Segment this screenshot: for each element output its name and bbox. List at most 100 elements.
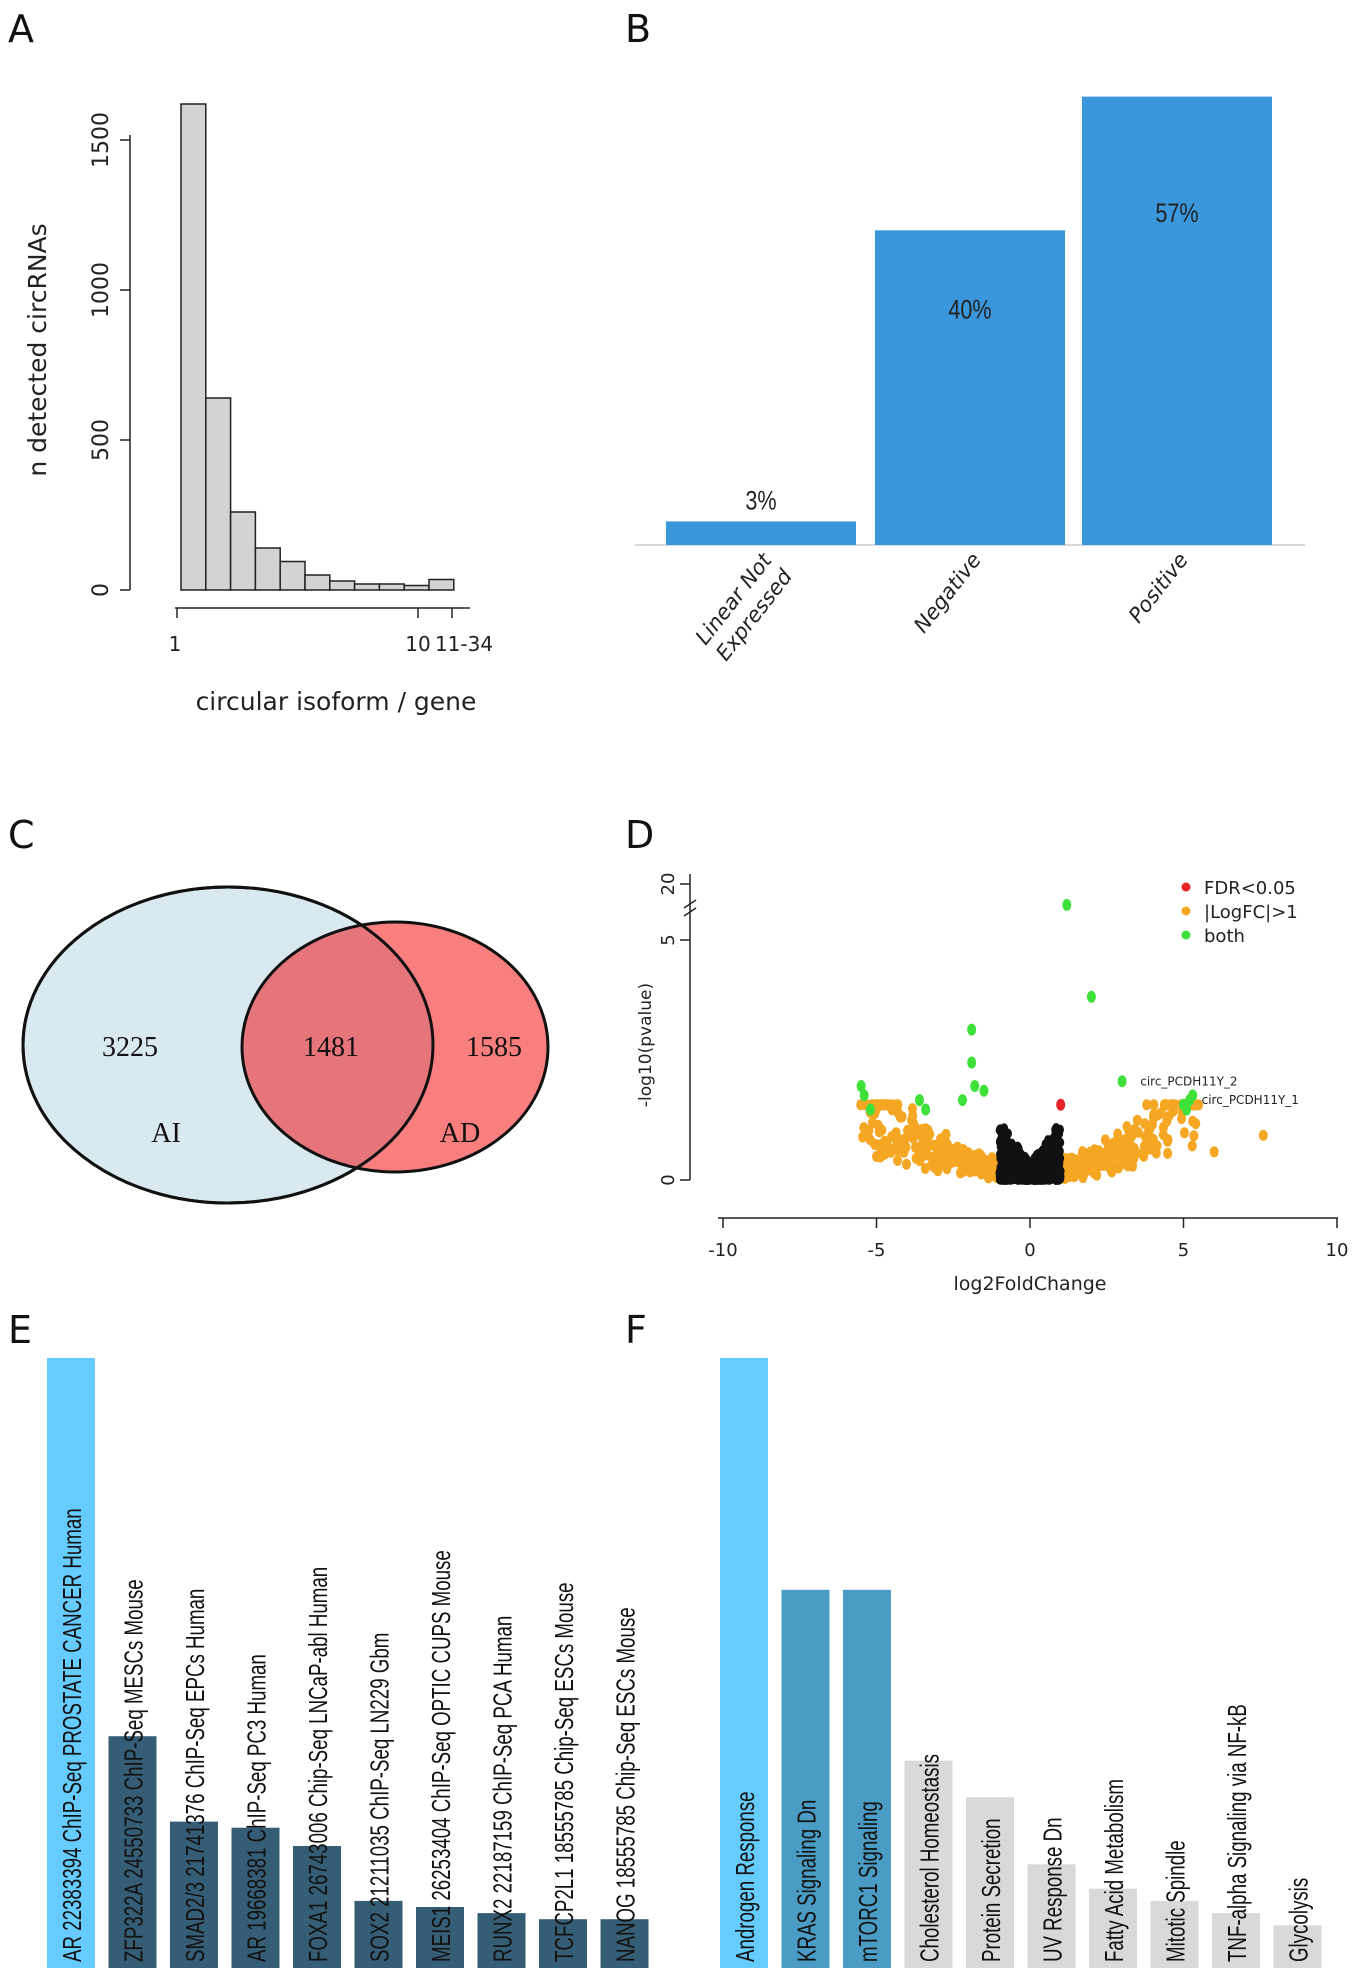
enrichment-bar (1027, 1864, 1076, 1968)
volcano-point-logfc (1090, 1144, 1100, 1156)
volcano-point-logfc (1258, 1129, 1268, 1141)
enrichment-bar (1212, 1913, 1260, 1968)
enrichment-bar-label: UV Response Dn (1037, 1817, 1067, 1962)
enrichment-bar-label: SMAD2/3 21741376 ChIP-Seq EPCs Human (180, 1589, 210, 1962)
histogram-bar (428, 578, 455, 591)
volcano-point-ns (1050, 1137, 1059, 1148)
d-y-axis-label: -log10(pvalue) (636, 983, 656, 1107)
enrichment-bar-label: FOXA1 26743006 Chip-Seq LNCaP-abl Human (303, 1567, 333, 1962)
volcano-point-logfc (936, 1136, 946, 1148)
volcano-point-logfc (964, 1162, 974, 1174)
d-y-tick-label: 0 (658, 1174, 679, 1185)
enrichment-tf-panel: AR 22383394 ChIP-Seq PROSTATE CANCER Hum… (47, 1358, 649, 1968)
bar-value-label: 57% (1155, 199, 1198, 229)
enrichment-bar-label: Protein Secretion (976, 1818, 1006, 1962)
volcano-point-logfc (973, 1149, 983, 1161)
enrichment-bar (231, 1827, 280, 1968)
volcano-point-ns (1034, 1162, 1043, 1173)
enrichment-bar (720, 1358, 768, 1968)
volcano-point-logfc (962, 1153, 972, 1165)
volcano-point-logfc (886, 1146, 896, 1158)
a-y-tick-label: 500 (89, 419, 114, 461)
volcano-point-both (921, 1103, 931, 1116)
enrichment-bar (1273, 1925, 1322, 1968)
enrichment-bar-label: TNF-alpha Signaling via NF-kB (1222, 1704, 1252, 1962)
volcano-point-ns (1003, 1174, 1012, 1185)
volcano-point-both (859, 1089, 869, 1102)
b-category-line: Negative (909, 548, 986, 637)
volcano-point-logfc (1078, 1153, 1088, 1165)
enrichment-bar-label: SOX2 21211035 ChIP-Seq LN229 Gbm (364, 1633, 394, 1962)
volcano-point-ns (996, 1153, 1005, 1164)
volcano-point-logfc (941, 1128, 951, 1140)
panel-letter-a: A (8, 7, 34, 51)
volcano-point-both (914, 1094, 924, 1107)
volcano-point-both (970, 1080, 980, 1092)
legend-swatch-logfc (1181, 906, 1191, 916)
histogram-bar (329, 580, 356, 591)
volcano-point-both (1188, 1089, 1198, 1102)
venn-ai-only-count: 3225 (102, 1032, 158, 1063)
volcano-point-logfc (1151, 1110, 1161, 1122)
bar-value-label: 3% (745, 486, 776, 516)
volcano-point-both (979, 1084, 989, 1097)
volcano-point-cloud (856, 1099, 1268, 1185)
a-y-tick-label: 1000 (89, 262, 114, 318)
a-x-tick-label: 11-34 (435, 632, 493, 656)
b-category-line: Positive (1124, 548, 1193, 627)
histogram-panel: 0 500 1000 1500 1 10 11-34 circular isoform /… (23, 103, 493, 716)
volcano-point-ns (1044, 1169, 1053, 1180)
volcano-point-logfc (1158, 1121, 1168, 1133)
legend-label-fdr: FDR<0.05 (1204, 878, 1296, 899)
volcano-point-logfc (896, 1141, 906, 1153)
volcano-point-logfc (893, 1155, 903, 1167)
volcano-point-ns (1047, 1151, 1056, 1162)
volcano-point-logfc (856, 1099, 866, 1111)
enrichment-bar (416, 1907, 464, 1968)
enrichment-bar (293, 1846, 341, 1968)
legend-label-both: both (1204, 926, 1245, 947)
volcano-point-logfc (1189, 1130, 1199, 1142)
volcano-point-logfc (1209, 1146, 1219, 1158)
volcano-point-logfc (1124, 1150, 1134, 1162)
venn-panel: 3225 1481 1585 AI AD (21, 885, 550, 1205)
volcano-point-logfc (983, 1172, 993, 1184)
volcano-point-logfc (874, 1126, 884, 1138)
panel-letter-d: D (625, 813, 654, 857)
d-x-axis-label: log2FoldChange (953, 1273, 1106, 1295)
volcano-point-ns (1055, 1170, 1064, 1181)
a-y-tick-label: 1500 (89, 112, 114, 168)
volcano-point-logfc (946, 1152, 956, 1164)
volcano-point-both (1086, 990, 1096, 1003)
histogram-bar (304, 574, 331, 591)
volcano-point-logfc (901, 1158, 911, 1170)
venn-ad-only-count: 1585 (466, 1032, 522, 1063)
a-x-tick-label: 1 (169, 632, 182, 656)
volcano-point-logfc (1163, 1134, 1173, 1146)
enrichment-bar-label: Cholesterol Homeostasis (914, 1754, 944, 1962)
a-y-tick-label: 0 (89, 583, 114, 597)
volcano-point-logfc (897, 1111, 907, 1123)
volcano-point-logfc (1163, 1147, 1173, 1159)
volcano-point-logfc (1191, 1118, 1201, 1130)
enrichment-bar-label: mTORC1 Signaling (853, 1801, 883, 1962)
volcano-point-logfc (1092, 1161, 1102, 1173)
volcano-point-both (1062, 898, 1072, 911)
volcano-point-logfc (1142, 1099, 1152, 1111)
d-x-tick-label: -5 (868, 1240, 886, 1261)
volcano-point-ns (998, 1138, 1007, 1149)
histogram-bar (254, 547, 281, 591)
volcano-point-both (1117, 1075, 1127, 1088)
venn-set-ad-outline (240, 920, 550, 1174)
volcano-point-ns (1053, 1146, 1062, 1157)
enrichment-bar-label: ZFP322A 24550733 ChIP-Seq MESCs Mouse (118, 1579, 148, 1962)
volcano-point-both (856, 1080, 866, 1092)
volcano-point-logfc (917, 1137, 927, 1149)
volcano-point-ns (1018, 1174, 1027, 1185)
volcano-point-logfc (1108, 1137, 1118, 1149)
histogram-bar (205, 397, 232, 591)
legend-label-logfc: |LogFC|>1 (1204, 902, 1298, 923)
enrichment-bar (108, 1736, 157, 1968)
volcano-point-ns (1037, 1153, 1046, 1164)
volcano-point-logfc (872, 1151, 881, 1162)
